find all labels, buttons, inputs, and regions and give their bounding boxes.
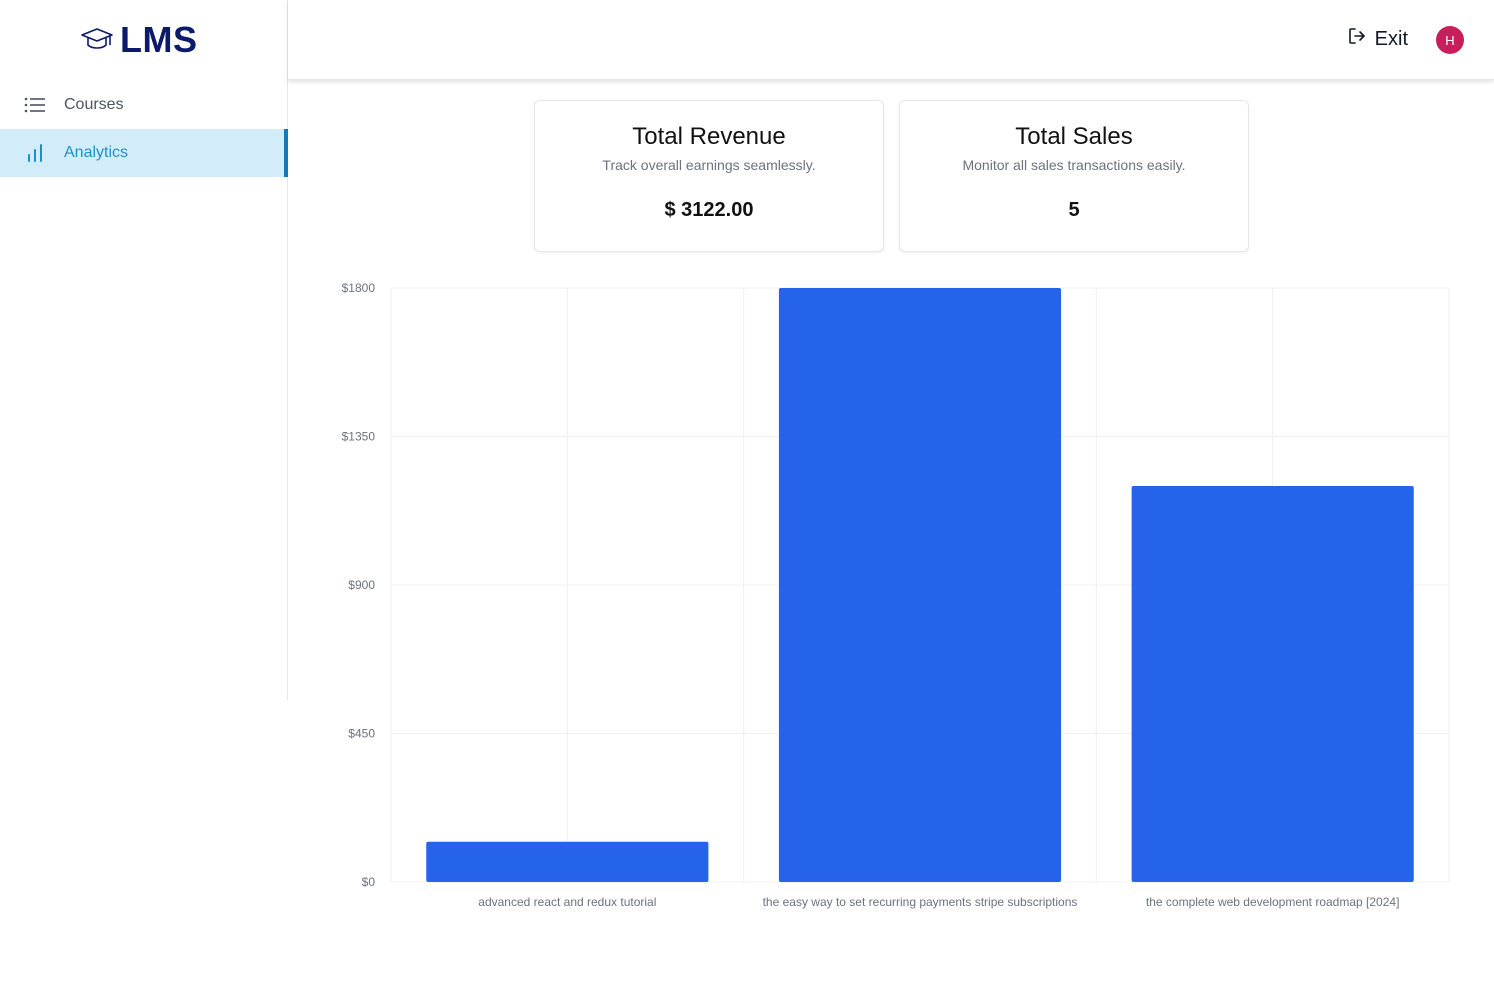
graduation-cap-icon (80, 25, 114, 55)
bar[interactable] (426, 841, 709, 882)
sidebar-nav: Courses Analytics (0, 81, 288, 177)
bar-chart-icon (24, 142, 46, 164)
card-description: Track overall earnings seamlessly. (602, 157, 816, 173)
x-tick-label: the easy way to set recurring payments s… (763, 895, 1078, 909)
total-revenue-card: Total Revenue Track overall earnings sea… (534, 100, 884, 252)
sidebar-item-courses[interactable]: Courses (0, 81, 287, 129)
y-tick-label: $900 (348, 578, 375, 592)
top-header: Exit H (288, 0, 1494, 80)
sidebar-item-label: Courses (64, 96, 124, 113)
logout-icon (1347, 26, 1367, 52)
bar[interactable] (1131, 486, 1414, 882)
card-title: Total Revenue (632, 123, 786, 150)
y-tick-label: $1350 (342, 430, 376, 444)
total-sales-value: 5 (1068, 199, 1080, 221)
x-tick-label: the complete web development roadmap [20… (1146, 895, 1400, 909)
y-tick-label: $1800 (342, 281, 376, 295)
card-description: Monitor all sales transactions easily. (962, 157, 1186, 173)
avatar[interactable]: H (1436, 26, 1464, 54)
total-revenue-value: $ 3122.00 (664, 199, 754, 221)
logo-text: LMS (120, 19, 198, 60)
chart-svg: $0 $450 $900 $1350 $1800 advanced react and r… (342, 281, 1450, 909)
x-tick-label: advanced react and redux tutorial (478, 895, 656, 909)
y-tick-label: $450 (348, 727, 375, 741)
card-title: Total Sales (1015, 123, 1133, 150)
y-tick-label: $0 (362, 875, 376, 889)
list-icon (24, 94, 46, 116)
exit-button[interactable]: Exit (1347, 26, 1408, 52)
sidebar: LMS Courses (0, 0, 288, 700)
total-sales-card: Total Sales Monitor all sales transactio… (899, 100, 1249, 252)
bar[interactable] (778, 288, 1062, 882)
sidebar-item-label: Analytics (64, 144, 129, 161)
avatar-initial: H (1445, 32, 1455, 48)
sidebar-item-analytics[interactable]: Analytics (0, 129, 288, 177)
revenue-bar-chart: $0 $450 $900 $1350 $1800 advanced react and r… (290, 270, 1494, 930)
exit-label: Exit (1374, 27, 1408, 50)
logo[interactable]: LMS (80, 20, 198, 60)
